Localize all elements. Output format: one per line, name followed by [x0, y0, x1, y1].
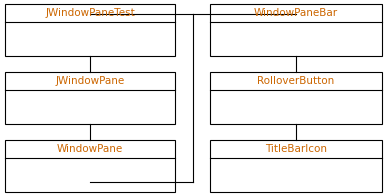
Bar — [210, 140, 382, 192]
Text: RolloverButton: RolloverButton — [257, 76, 335, 86]
Bar — [5, 4, 175, 56]
Text: WindowPaneBar: WindowPaneBar — [254, 8, 338, 18]
Bar — [5, 140, 175, 192]
Text: JWindowPane: JWindowPane — [55, 76, 125, 86]
Bar — [5, 72, 175, 124]
Text: JWindowPaneTest: JWindowPaneTest — [45, 8, 135, 18]
Text: TitleBarIcon: TitleBarIcon — [265, 144, 327, 154]
Bar — [210, 72, 382, 124]
Text: WindowPane: WindowPane — [57, 144, 123, 154]
Bar — [210, 4, 382, 56]
